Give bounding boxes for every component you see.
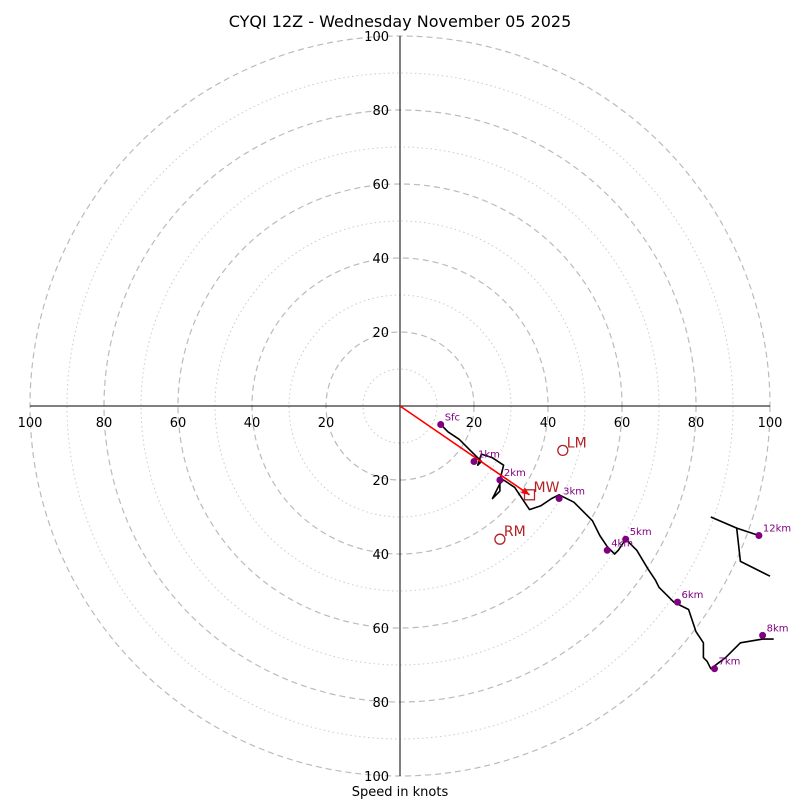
height-point-label: Sfc	[445, 413, 460, 424]
hodograph-line	[440, 423, 774, 670]
height-point-label: 4km	[611, 538, 633, 549]
height-point-5km	[622, 535, 630, 543]
storm-motion-markers: LM RM MW	[494, 435, 587, 545]
x-tick-label: 100	[18, 416, 43, 431]
height-point-label: 5km	[630, 527, 652, 538]
height-point-label: 12km	[763, 524, 791, 535]
height-point-label: 3km	[563, 487, 585, 498]
x-tick-label: 80	[96, 416, 113, 431]
mean-wind-vector-line	[399, 405, 530, 496]
x-tick-label: 20	[466, 416, 483, 431]
height-point-1km	[470, 458, 478, 465]
x-axis-label: Speed in knots	[352, 785, 449, 800]
height-point-8km	[759, 631, 767, 639]
chart-title: CYQI 12Z - Wednesday November 05 2025	[229, 12, 572, 31]
y-tick-label: 60	[372, 178, 389, 193]
x-tick-label: 40	[244, 416, 261, 431]
height-point-4km	[603, 546, 611, 554]
y-tick-label: 100	[364, 30, 389, 45]
height-point-label: 7km	[719, 657, 741, 668]
hodograph-traces	[440, 423, 774, 670]
storm-motion-label: RM	[504, 524, 526, 540]
y-tick-label: 80	[372, 696, 389, 711]
storm-motion-marker-rm	[494, 533, 506, 545]
x-tick-label: 80	[688, 416, 705, 431]
x-tick-label: 100	[758, 416, 783, 431]
height-point-label: 6km	[682, 590, 704, 601]
tick-labels: 100 80 60 40 20 20 40 60 80 100 100 80 60 40 20 20 40 60 8…	[18, 30, 783, 785]
y-tick-label: 60	[372, 622, 389, 637]
height-point-label: 1km	[478, 450, 500, 461]
height-point-label: 8km	[767, 623, 789, 634]
storm-motion-label: LM	[567, 435, 587, 451]
y-tick-label: 20	[372, 326, 389, 341]
x-tick-label: 60	[170, 416, 187, 431]
mean-wind-vector	[399, 405, 530, 496]
y-tick-label: 100	[364, 770, 389, 785]
y-tick-label: 80	[372, 104, 389, 119]
storm-motion-marker-lm	[557, 444, 569, 457]
height-point-sfc	[437, 421, 445, 428]
height-point-2km	[496, 476, 504, 484]
height-point-12km	[755, 532, 763, 539]
hodograph-upper-line	[710, 516, 771, 577]
storm-motion-marker-mw	[523, 489, 536, 501]
x-tick-label: 20	[318, 416, 335, 431]
height-point-6km	[674, 598, 681, 606]
y-tick-label: 20	[372, 474, 389, 489]
storm-motion-label: MW	[534, 480, 560, 496]
mean-wind-arrowhead-icon	[520, 487, 530, 495]
height-point-7km	[711, 665, 718, 673]
x-tick-label: 60	[614, 416, 631, 431]
height-point-3km	[555, 495, 563, 502]
height-point-label: 2km	[504, 468, 526, 479]
x-tick-label: 40	[540, 416, 557, 431]
y-tick-label: 40	[372, 252, 389, 267]
hodograph-upper-stub	[736, 527, 760, 537]
y-tick-label: 40	[372, 548, 389, 563]
